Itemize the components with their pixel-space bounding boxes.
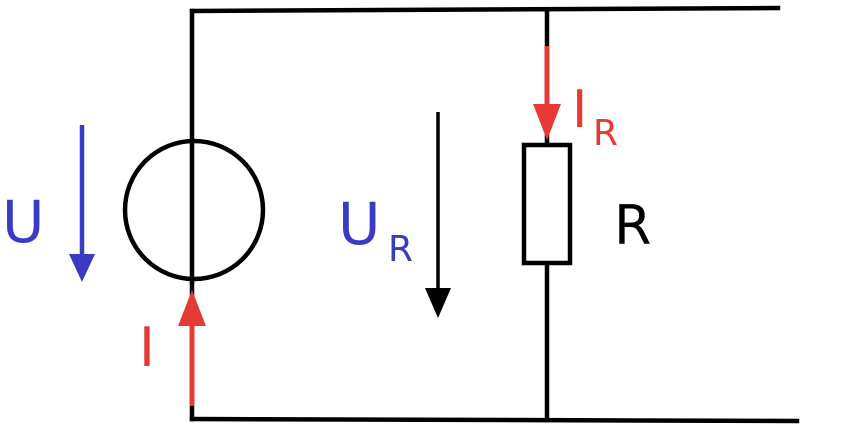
resistor-voltage-arrow — [425, 112, 451, 318]
resistor-current-arrow — [533, 46, 561, 140]
resistor-voltage-label-sub: R — [388, 229, 413, 270]
bottom-wire — [189, 416, 800, 424]
wires — [189, 5, 800, 424]
resistor-name-label: R — [614, 194, 652, 257]
resistor-current-label-sub: R — [593, 113, 618, 154]
resistor-current-label-main: I — [572, 80, 587, 140]
top-wire — [189, 5, 781, 14]
current-source — [122, 138, 266, 284]
source-voltage-label: U — [2, 188, 44, 256]
resistor-voltage-label-main: U — [338, 190, 380, 258]
source-current-label: I — [139, 316, 155, 379]
resistor-body — [521, 142, 573, 266]
source-current-arrow — [178, 290, 206, 406]
source-voltage-arrow — [69, 125, 95, 282]
